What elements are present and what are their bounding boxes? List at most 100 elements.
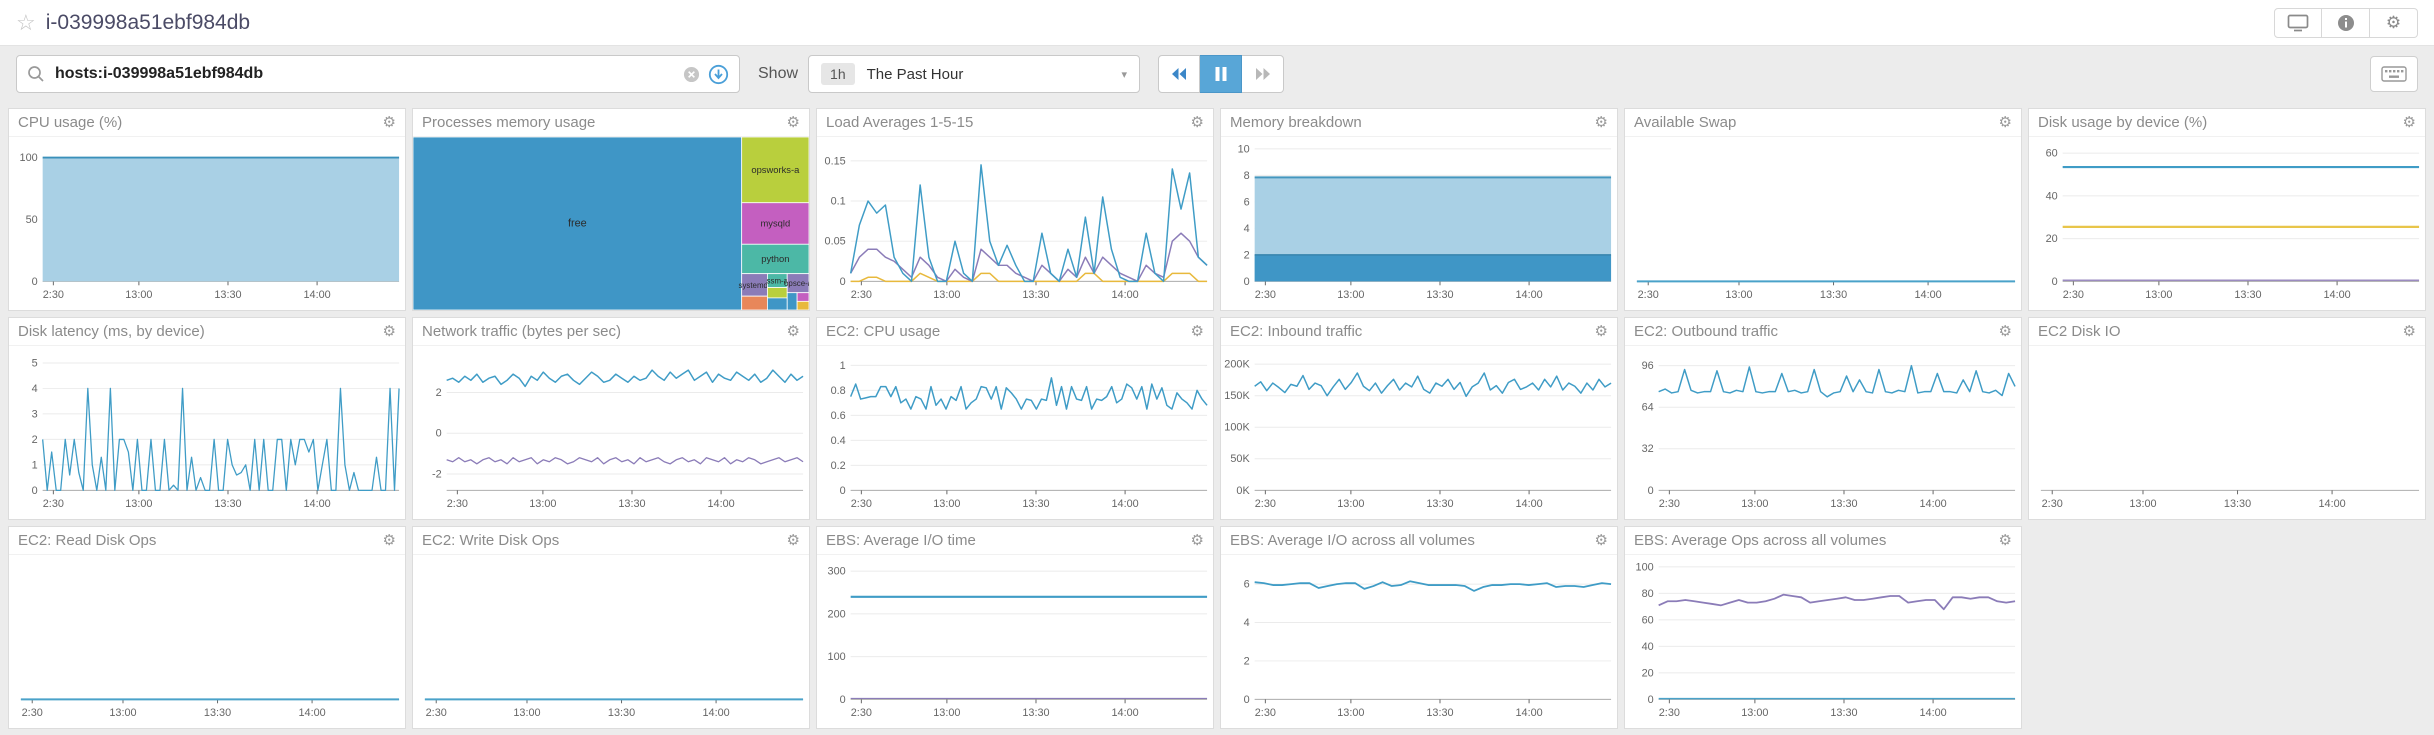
svg-text:2:30: 2:30 [851, 498, 872, 510]
svg-text:2:30: 2:30 [2063, 289, 2084, 301]
panel-header: EC2: Write Disk Ops ⚙ [413, 527, 809, 555]
panel-header: EC2: CPU usage ⚙ [817, 318, 1213, 346]
svg-text:free: free [568, 217, 587, 229]
chart-area-ec2-outbound-traffic[interactable]: 0 32 64 96 2:30 13:00 13:30 14:00 [1625, 346, 2021, 519]
svg-text:13:30: 13:30 [1426, 498, 1453, 510]
rewind-button[interactable] [1158, 55, 1201, 93]
svg-text:13:30: 13:30 [1022, 498, 1049, 510]
chart-area-ebs-average-ops-volumes[interactable]: 0 20 40 60 80 100 2:30 13:00 13:30 14:00 [1625, 555, 2021, 728]
fullscreen-button[interactable] [2274, 7, 2322, 38]
svg-text:200K: 200K [1224, 359, 1250, 371]
timeframe-select[interactable]: 1h The Past Hour ▾ [808, 55, 1141, 93]
panel-settings-gear-icon[interactable]: ⚙ [1190, 323, 1204, 340]
panel-available-swap: Available Swap ⚙ 2:30 13:00 13:30 14:00 [1624, 108, 2022, 311]
svg-text:13:30: 13:30 [214, 289, 241, 301]
svg-text:13:00: 13:00 [1337, 707, 1364, 719]
panel-settings-gear-icon[interactable]: ⚙ [786, 114, 800, 131]
svg-text:20: 20 [1642, 667, 1654, 679]
chart-area-disk-latency[interactable]: 0 1 2 3 4 5 2:30 13:00 13:30 14:00 [9, 346, 405, 519]
chart-area-ebs-average-io-volumes[interactable]: 0 2 4 6 2:30 13:00 13:30 14:00 [1221, 555, 1617, 728]
favorite-star-icon[interactable]: ☆ [16, 9, 36, 35]
svg-text:13:00: 13:00 [2145, 289, 2172, 301]
panel-title: Load Averages 1-5-15 [826, 114, 974, 131]
svg-text:20: 20 [2046, 233, 2058, 245]
chart-area-ec2-disk-io[interactable]: 2:30 13:00 13:30 14:00 [2029, 346, 2425, 519]
clear-search-icon[interactable] [683, 66, 700, 83]
chart-area-processes-memory-usage[interactable]: free opsworks-a mysqld python systemd-ssm-a o… [413, 137, 809, 310]
panel-settings-gear-icon[interactable]: ⚙ [786, 532, 800, 549]
svg-text:ssm-a: ssm-a [767, 277, 789, 286]
dashboard-grid: CPU usage (%) ⚙ 0 50 100 2:30 13:00 13:30 14:00 P… [0, 102, 2434, 735]
svg-text:13:30: 13:30 [2234, 289, 2261, 301]
keyboard-shortcuts-button[interactable] [2370, 56, 2418, 92]
svg-text:100K: 100K [1224, 422, 1250, 434]
panel-settings-gear-icon[interactable]: ⚙ [2402, 323, 2416, 340]
svg-text:0K: 0K [1236, 485, 1250, 497]
svg-text:0: 0 [32, 485, 38, 497]
svg-text:13:30: 13:30 [1830, 707, 1857, 719]
chart-area-load-averages[interactable]: 0 0.05 0.1 0.15 2:30 13:00 13:30 14:00 [817, 137, 1213, 310]
svg-text:14:00: 14:00 [1111, 289, 1138, 301]
panel-settings-gear-icon[interactable]: ⚙ [382, 114, 396, 131]
chart-area-available-swap[interactable]: 2:30 13:00 13:30 14:00 [1625, 137, 2021, 310]
svg-text:14:00: 14:00 [2318, 498, 2345, 510]
panel-title: EBS: Average Ops across all volumes [1634, 532, 1887, 549]
chart-area-cpu-usage[interactable]: 0 50 100 2:30 13:00 13:30 14:00 [9, 137, 405, 310]
panel-header: Load Averages 1-5-15 ⚙ [817, 109, 1213, 137]
panel-settings-gear-icon[interactable]: ⚙ [382, 532, 396, 549]
chart-area-ec2-write-disk-ops[interactable]: 2:30 13:00 13:30 14:00 [413, 555, 809, 728]
svg-text:0.4: 0.4 [831, 435, 846, 447]
dropdown-caret-icon: ▾ [1121, 68, 1128, 81]
svg-text:13:30: 13:30 [2224, 498, 2251, 510]
panel-settings-gear-icon[interactable]: ⚙ [1594, 114, 1608, 131]
panel-title: CPU usage (%) [18, 114, 123, 131]
panel-settings-gear-icon[interactable]: ⚙ [382, 323, 396, 340]
svg-text:100: 100 [20, 152, 38, 164]
panel-settings-gear-icon[interactable]: ⚙ [1998, 532, 2012, 549]
panel-settings-gear-icon[interactable]: ⚙ [1594, 323, 1608, 340]
svg-text:300: 300 [828, 566, 846, 578]
fast-forward-button[interactable] [1242, 55, 1285, 93]
svg-text:2:30: 2:30 [1255, 498, 1276, 510]
panel-ebs-average-io-time: EBS: Average I/O time ⚙ 0 100 200 300 2:30 13:0… [816, 526, 1214, 729]
info-button[interactable] [2322, 7, 2370, 38]
svg-text:13:00: 13:00 [1337, 289, 1364, 301]
panel-settings-gear-icon[interactable]: ⚙ [1998, 323, 2012, 340]
svg-text:80: 80 [1642, 588, 1654, 600]
panel-ec2-outbound-traffic: EC2: Outbound traffic ⚙ 0 32 64 96 2:30 13:00 13… [1624, 317, 2022, 520]
panel-settings-gear-icon[interactable]: ⚙ [1998, 114, 2012, 131]
panel-header: EBS: Average Ops across all volumes ⚙ [1625, 527, 2021, 555]
svg-text:opsworks-a: opsworks-a [751, 164, 800, 175]
playback-controls [1158, 55, 1285, 93]
svg-text:2:30: 2:30 [1659, 707, 1680, 719]
svg-text:13:30: 13:30 [1022, 707, 1049, 719]
svg-text:2:30: 2:30 [43, 289, 64, 301]
panel-settings-gear-icon[interactable]: ⚙ [1594, 532, 1608, 549]
search-box[interactable] [16, 55, 740, 93]
svg-text:13:00: 13:00 [2129, 498, 2156, 510]
panel-title: EC2: Outbound traffic [1634, 323, 1778, 340]
chart-area-ec2-cpu-usage[interactable]: 0 0.2 0.4 0.6 0.8 1 2:30 13:00 13:30 14:00 [817, 346, 1213, 519]
panel-settings-gear-icon[interactable]: ⚙ [2402, 114, 2416, 131]
panel-processes-memory-usage: Processes memory usage ⚙ free opsworks-a mys… [412, 108, 810, 311]
panel-ebs-average-io-volumes: EBS: Average I/O across all volumes ⚙ 0 2 4 6… [1220, 526, 1618, 729]
pause-button[interactable] [1200, 55, 1243, 93]
svg-text:-2: -2 [432, 468, 442, 480]
save-search-icon[interactable] [708, 64, 729, 85]
chart-area-ec2-read-disk-ops[interactable]: 2:30 13:00 13:30 14:00 [9, 555, 405, 728]
panel-settings-gear-icon[interactable]: ⚙ [1190, 114, 1204, 131]
svg-text:2:30: 2:30 [447, 498, 468, 510]
chart-area-network-traffic[interactable]: -2 0 2 2:30 13:00 13:30 14:00 [413, 346, 809, 519]
search-input[interactable] [53, 64, 675, 84]
panel-settings-gear-icon[interactable]: ⚙ [786, 323, 800, 340]
chart-area-ec2-inbound-traffic[interactable]: 0K 50K 100K 150K 200K 2:30 13:00 13:30 14:00 [1221, 346, 1617, 519]
svg-text:14:00: 14:00 [1515, 707, 1542, 719]
panel-header: CPU usage (%) ⚙ [9, 109, 405, 137]
chart-area-disk-usage-by-device[interactable]: 0 20 40 60 2:30 13:00 13:30 14:00 [2029, 137, 2425, 310]
svg-text:4: 4 [32, 383, 38, 395]
panel-ec2-disk-io: EC2 Disk IO ⚙ 2:30 13:00 13:30 14:00 [2028, 317, 2426, 520]
panel-settings-gear-icon[interactable]: ⚙ [1190, 532, 1204, 549]
settings-button[interactable]: ⚙ [2370, 7, 2418, 38]
chart-area-ebs-average-io-time[interactable]: 0 100 200 300 2:30 13:00 13:30 14:00 [817, 555, 1213, 728]
chart-area-memory-breakdown[interactable]: 0 2 4 6 8 10 2:30 13:00 13:30 14:00 [1221, 137, 1617, 310]
